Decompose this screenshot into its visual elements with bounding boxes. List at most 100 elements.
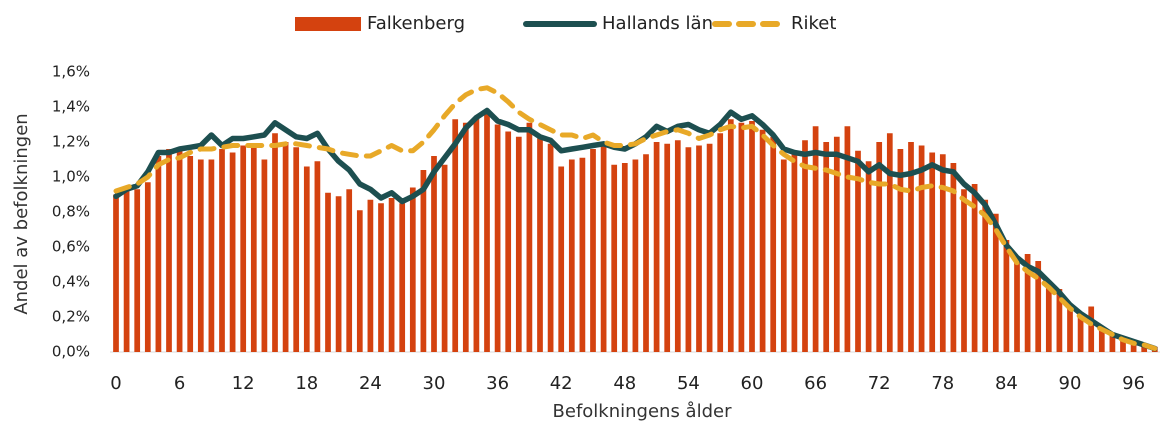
y-tick-label: 0,2% <box>52 308 90 326</box>
bar <box>717 133 724 352</box>
x-axis-title: Befolkningens ålder <box>553 401 733 422</box>
bar <box>950 163 957 352</box>
bar <box>452 119 459 352</box>
x-tick-label: 6 <box>174 373 185 394</box>
bar <box>696 145 702 352</box>
bar <box>855 150 861 352</box>
bar <box>791 154 798 352</box>
bar <box>780 159 787 352</box>
x-tick-label: 0 <box>110 373 121 394</box>
bar <box>346 189 353 352</box>
bar <box>1056 289 1063 352</box>
y-tick-label: 0,0% <box>52 343 90 361</box>
legend-swatch <box>295 17 361 31</box>
bar <box>982 199 989 352</box>
bar <box>176 147 183 352</box>
bar <box>802 140 808 352</box>
bar <box>515 136 522 352</box>
bar <box>261 159 268 352</box>
x-tick-label: 30 <box>423 373 446 394</box>
x-tick-label: 12 <box>232 373 255 394</box>
bar <box>558 166 565 352</box>
bar <box>568 159 575 352</box>
bar <box>908 142 914 352</box>
legend-label: Riket <box>791 13 836 34</box>
line-series <box>113 85 1158 351</box>
bar <box>166 149 172 352</box>
bar <box>1109 332 1116 352</box>
bar <box>685 147 692 352</box>
bar <box>399 203 406 352</box>
bar <box>494 124 501 352</box>
x-tick-label: 42 <box>550 373 573 394</box>
bar <box>484 112 490 352</box>
bar <box>335 196 342 352</box>
bar <box>918 145 925 352</box>
bar <box>282 142 289 352</box>
bar <box>706 143 713 352</box>
bar <box>303 166 310 352</box>
bar <box>865 161 872 352</box>
x-tick-label: 96 <box>1122 373 1145 394</box>
y-axis-title: Andel av befolkningen <box>11 113 32 314</box>
bar <box>759 129 766 352</box>
bar <box>378 203 384 352</box>
bar <box>113 194 119 352</box>
y-tick-label: 1,6% <box>52 63 90 81</box>
bar <box>314 161 321 352</box>
x-tick-label: 90 <box>1059 373 1082 394</box>
bar <box>420 170 427 352</box>
bar <box>1003 240 1010 352</box>
bar <box>240 145 247 352</box>
bar <box>526 122 533 352</box>
bar <box>738 122 745 352</box>
bar <box>621 163 628 352</box>
bar <box>388 198 395 352</box>
bar <box>749 121 755 352</box>
bar <box>600 143 607 352</box>
bar <box>229 152 236 352</box>
x-tick-label: 48 <box>613 373 636 394</box>
bar <box>590 149 596 352</box>
bar <box>727 119 734 352</box>
bar <box>939 154 946 352</box>
bar <box>844 126 851 352</box>
bar <box>961 189 967 352</box>
bar <box>632 159 639 352</box>
bar <box>1077 315 1084 352</box>
y-tick-label: 1,2% <box>52 133 90 151</box>
y-tick-label: 1,4% <box>52 98 90 116</box>
bar <box>653 142 660 352</box>
bar <box>134 189 141 352</box>
bar <box>886 133 893 352</box>
x-tick-label: 72 <box>868 373 891 394</box>
bar <box>187 156 194 352</box>
bar <box>409 187 416 352</box>
bar <box>367 199 374 352</box>
bar <box>823 142 830 352</box>
bar <box>770 136 777 352</box>
bar <box>611 164 618 352</box>
legend-label: Hallands län <box>602 13 713 34</box>
bar <box>219 149 225 352</box>
bar <box>971 184 978 352</box>
bar <box>123 187 130 352</box>
bar <box>505 131 512 352</box>
bar <box>144 182 151 352</box>
bar <box>876 142 883 352</box>
bar <box>897 149 904 352</box>
bar <box>579 157 586 352</box>
bar <box>1088 306 1095 352</box>
bar <box>812 126 819 352</box>
x-tick-label: 24 <box>359 373 382 394</box>
bar <box>208 159 215 352</box>
bar <box>547 143 554 352</box>
x-tick-label: 60 <box>741 373 764 394</box>
bar <box>833 136 840 352</box>
bar <box>664 143 671 352</box>
bar <box>1130 341 1137 352</box>
bar <box>674 140 681 352</box>
x-tick-label: 78 <box>931 373 954 394</box>
x-tick-label: 84 <box>995 373 1018 394</box>
